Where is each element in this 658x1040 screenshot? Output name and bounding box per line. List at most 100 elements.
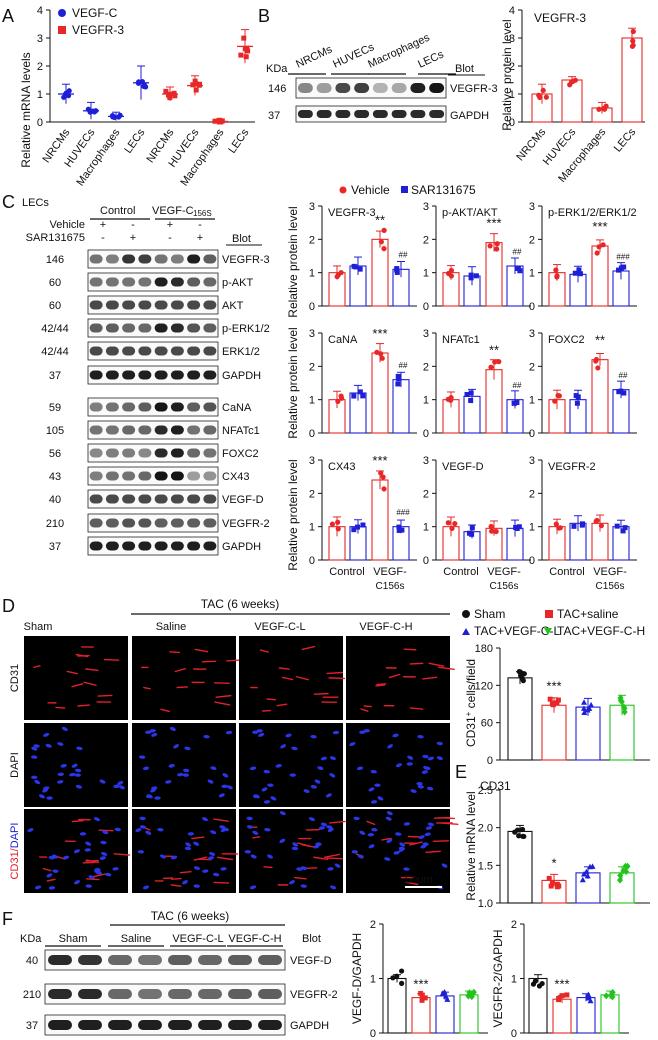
data-point (556, 883, 562, 889)
dapi-nucleus (52, 854, 58, 859)
dapi-nucleus (318, 826, 326, 830)
blot-band (154, 300, 168, 310)
significance-mark: ### (396, 508, 410, 517)
dapi-nucleus (135, 828, 142, 833)
y-tick-label: 1 (529, 395, 535, 407)
dapi-nucleus (249, 885, 257, 890)
data-point (571, 523, 577, 529)
significance-mark: ** (489, 343, 499, 358)
blot-band (138, 955, 162, 965)
data-point (622, 525, 628, 531)
blot-strip (87, 272, 219, 292)
y-tick-label: 3 (309, 201, 315, 213)
dapi-nucleus (203, 734, 210, 739)
data-point (351, 527, 357, 533)
significance-mark: *** (486, 216, 501, 231)
blot-band (48, 989, 72, 999)
data-point (556, 995, 562, 1001)
data-point (394, 267, 400, 273)
data-point (559, 993, 565, 999)
data-point (576, 267, 582, 273)
dapi-nucleus (226, 785, 233, 790)
dapi-nucleus (427, 822, 435, 827)
dapi-nucleus (267, 783, 274, 787)
y-tick-label: 3 (309, 455, 315, 467)
blot-band (258, 955, 282, 965)
y-tick-label: 1 (309, 522, 315, 534)
mini-chart-title: p-AKT/AKT (442, 207, 498, 219)
dapi-nucleus (31, 746, 38, 751)
cd31-signal (55, 706, 66, 709)
data-point (603, 992, 610, 1000)
dapi-nucleus (102, 830, 109, 835)
dapi-nucleus (406, 762, 413, 766)
dapi-nucleus (423, 765, 430, 770)
dapi-nucleus (221, 784, 228, 789)
data-point (573, 393, 579, 399)
blot-row-label: p-AKT (222, 277, 253, 289)
dapi-nucleus (417, 734, 424, 739)
blot-row-label: NFATc1 (222, 425, 260, 437)
data-point (617, 694, 624, 702)
data-point (519, 826, 526, 833)
blot-band (187, 254, 201, 264)
dapi-nucleus (100, 840, 107, 845)
data-point (469, 531, 475, 537)
blot-band (108, 1020, 132, 1030)
dapi-nucleus (310, 785, 318, 789)
cd31-signal (328, 677, 346, 680)
dapi-nucleus (385, 816, 392, 821)
blot-band (187, 346, 201, 356)
dapi-nucleus (368, 844, 375, 849)
y-tick-label: 3 (309, 328, 315, 340)
blot-band (170, 300, 184, 310)
blot-lane-header: NRCMs (294, 43, 334, 70)
category-label: LECs (226, 126, 252, 155)
blot-band (258, 989, 282, 999)
y-tick-label: 2.0 (478, 823, 493, 835)
dapi-nucleus (300, 884, 307, 888)
bar (485, 242, 503, 307)
blot-row-label: VEGF-D (222, 494, 264, 506)
panel-a-letter: A (2, 6, 14, 26)
panel-a-axis: 0 1 2 3 4 (37, 5, 255, 129)
legend-label: Sham (474, 607, 505, 621)
cd31-signal (77, 704, 90, 707)
blot-band (105, 346, 119, 356)
blot-band (203, 402, 217, 412)
y-tick-label: 3 (423, 455, 429, 467)
blot-band (154, 425, 168, 435)
y-tick-label: 0 (529, 428, 535, 440)
data-point (494, 246, 500, 252)
blot-band (122, 370, 136, 380)
mini-ylabel: Relative protein level (286, 327, 300, 438)
data-point (621, 390, 627, 396)
data-point (394, 269, 400, 275)
significance-mark: ## (513, 381, 522, 390)
blot-band (372, 83, 388, 93)
data-point (581, 709, 588, 716)
mini-chart-title: VEGF-D (442, 461, 484, 473)
category-label: LECs (122, 126, 148, 155)
dapi-nucleus (207, 856, 215, 860)
dapi-nucleus (368, 787, 375, 792)
dapi-nucleus (60, 764, 67, 768)
dapi-nucleus (395, 832, 402, 836)
data-point (396, 524, 402, 530)
data-point (584, 706, 591, 713)
micrograph (346, 809, 450, 893)
blot-strip (87, 249, 219, 269)
blot-band (138, 518, 152, 528)
y-tick-label: 2 (529, 361, 535, 373)
blot-band (187, 448, 201, 458)
blot-band (89, 541, 103, 551)
blot-band (170, 402, 184, 412)
dapi-nucleus (193, 841, 200, 846)
blot-kda-header: KDa (20, 933, 42, 945)
dapi-nucleus (244, 850, 251, 854)
dapi-nucleus (279, 838, 286, 844)
mini-chart-title: CaNA (328, 334, 358, 346)
